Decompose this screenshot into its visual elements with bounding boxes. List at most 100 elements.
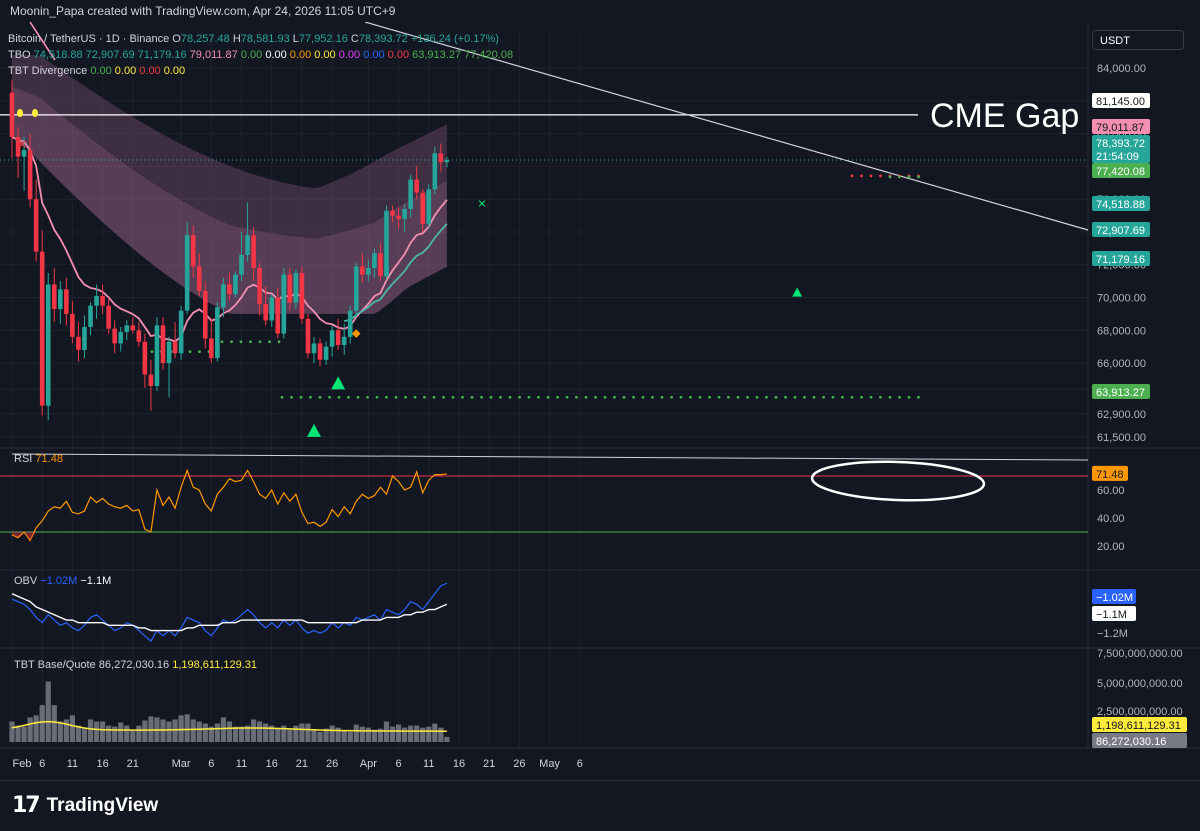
resistance-dot: [888, 175, 892, 179]
support-dot: [812, 395, 816, 399]
volume-bar: [51, 705, 57, 742]
volume-bar: [45, 681, 51, 742]
volume-bar: [106, 725, 112, 742]
volume-bar: [244, 725, 251, 742]
support-dot: [898, 395, 901, 399]
time-tick: 21: [483, 758, 495, 770]
candle-body: [142, 341, 148, 375]
diamond-marker: [352, 329, 361, 338]
currency-button[interactable]: USDT: [1092, 30, 1184, 50]
candle: [275, 287, 281, 339]
volume-bar: [184, 714, 190, 742]
price-label: 77,420.08: [1092, 163, 1150, 178]
support-dot: [328, 395, 331, 399]
candle-body: [335, 330, 341, 346]
volume-bar: [305, 723, 311, 742]
candle: [402, 204, 407, 232]
resistance-dot: [917, 175, 920, 179]
volume-bar: [220, 717, 226, 742]
price-chart[interactable]: CME Gap ✕✕ Bitcoin / TetherUS · 1D · Bin…: [0, 21, 1200, 780]
candle-body: [202, 290, 208, 339]
candle-body: [384, 210, 389, 277]
price-label-text: 79,011.87: [1096, 122, 1144, 134]
time-tick: Feb: [13, 758, 32, 770]
candle-body: [275, 297, 281, 334]
support-dot: [220, 340, 224, 344]
volume-bar: [383, 721, 390, 742]
volume-bar: [329, 725, 335, 742]
price-tick: 62,900.00: [1097, 409, 1146, 421]
legend-volume: TBT Base/Quote 86,272,030.16 1,198,611,1…: [14, 659, 257, 671]
candle: [438, 143, 444, 172]
resistance-dot: [898, 175, 901, 179]
support-dot: [309, 395, 312, 399]
candle: [317, 338, 323, 367]
footer: 17 TradingView: [0, 780, 1200, 831]
candle: [341, 323, 347, 355]
volume-bar: [317, 731, 323, 742]
volume-bar: [93, 721, 100, 742]
candle: [184, 222, 190, 314]
candle: [82, 315, 87, 359]
candle: [100, 284, 105, 314]
price-label-bg: [1092, 251, 1150, 266]
resistance-dot: [907, 175, 911, 179]
volume-bar: [232, 726, 239, 742]
candle-body: [426, 189, 432, 224]
volume-badge: 86,272,030.16: [1096, 736, 1166, 748]
support-dot: [622, 395, 626, 399]
rsi-tick: 20.00: [1097, 541, 1125, 553]
chart-frame[interactable]: CME Gap ✕ ✕ Bitcoin / TetherUS · 1D · Bin…: [0, 21, 1200, 780]
candle: [27, 133, 33, 208]
volume-bar: [27, 717, 33, 742]
time-tick: 11: [67, 758, 78, 770]
candle-body: [190, 235, 196, 267]
obv-line: [11, 582, 448, 642]
candle-body: [148, 374, 154, 387]
candle: [384, 205, 389, 280]
candle-body: [438, 153, 444, 163]
tbo-cloud-band: [12, 55, 447, 314]
volume-bar: [311, 729, 317, 742]
candle: [202, 281, 208, 349]
candle-body: [420, 192, 426, 224]
candle: [70, 300, 75, 344]
support-dot: [689, 395, 692, 399]
candle-body: [347, 310, 353, 337]
candle: [432, 146, 438, 195]
tbo-slow-line: [11, 136, 448, 343]
price-label-bg: [1092, 196, 1150, 211]
candle-body: [209, 338, 214, 359]
volume-bar: [251, 719, 257, 742]
support-dot: [461, 395, 464, 399]
candle: [353, 263, 359, 318]
candle-body: [124, 325, 130, 332]
candle-body: [136, 330, 142, 342]
support-dot: [774, 395, 778, 399]
time-tick: 16: [453, 758, 465, 770]
candle-body: [305, 318, 311, 354]
support-dot: [670, 395, 673, 399]
resistance-dot: [860, 174, 863, 178]
buy-triangle-marker: [331, 376, 346, 390]
support-dot: [879, 395, 882, 399]
candle: [172, 322, 178, 359]
candle-body: [27, 150, 33, 200]
candle: [414, 166, 419, 200]
support-dot: [299, 395, 303, 399]
price-label-bg: [1092, 222, 1150, 237]
candle-body: [311, 343, 317, 354]
tradingview-logo[interactable]: 17 TradingView: [12, 793, 158, 818]
time-tick: 21: [127, 758, 139, 770]
volume-bar: [359, 726, 365, 742]
candle: [39, 230, 45, 416]
buy-cross-marker: ✕: [477, 198, 486, 210]
volume-bar: [287, 729, 293, 742]
candle-body: [88, 305, 93, 328]
candle-body: [166, 341, 172, 364]
volume-bar: [371, 729, 377, 742]
rsi-highlight-circle: [810, 460, 986, 502]
candle-body: [317, 343, 323, 360]
support-dot: [717, 395, 721, 399]
time-tick: 16: [266, 758, 278, 770]
